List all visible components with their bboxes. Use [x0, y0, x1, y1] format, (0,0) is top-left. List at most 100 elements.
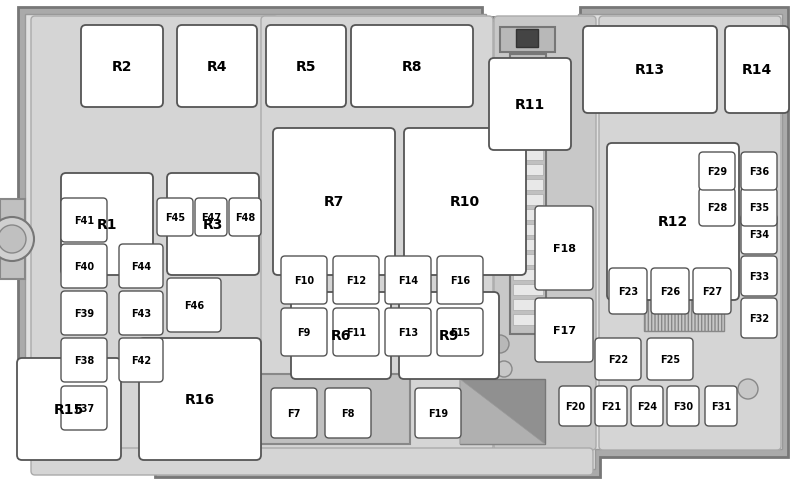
Circle shape: [0, 226, 26, 254]
Bar: [513, 210, 543, 221]
Text: F19: F19: [428, 408, 448, 418]
Bar: [513, 150, 543, 161]
FancyBboxPatch shape: [741, 189, 777, 227]
FancyBboxPatch shape: [31, 17, 278, 450]
FancyBboxPatch shape: [494, 17, 596, 450]
Text: F39: F39: [74, 308, 94, 318]
FancyBboxPatch shape: [705, 386, 737, 426]
FancyBboxPatch shape: [61, 338, 107, 382]
Text: F42: F42: [131, 355, 151, 365]
Bar: [513, 120, 543, 131]
Bar: [513, 314, 543, 325]
Text: F36: F36: [749, 166, 769, 177]
Text: F12: F12: [346, 275, 366, 286]
Text: R4: R4: [206, 60, 227, 74]
Bar: [513, 180, 543, 191]
FancyBboxPatch shape: [61, 386, 107, 430]
Text: F48: F48: [235, 212, 255, 223]
FancyBboxPatch shape: [261, 17, 493, 450]
Text: F31: F31: [711, 401, 731, 411]
Text: R6: R6: [331, 329, 351, 343]
Text: F28: F28: [707, 203, 727, 212]
Text: F34: F34: [749, 229, 769, 240]
FancyBboxPatch shape: [631, 386, 663, 426]
FancyBboxPatch shape: [157, 198, 193, 237]
Text: F40: F40: [74, 261, 94, 272]
Text: F23: F23: [618, 287, 638, 296]
FancyBboxPatch shape: [651, 269, 689, 314]
FancyBboxPatch shape: [167, 278, 221, 333]
Text: F47: F47: [201, 212, 221, 223]
FancyBboxPatch shape: [404, 129, 526, 275]
FancyBboxPatch shape: [489, 59, 571, 151]
FancyBboxPatch shape: [559, 386, 591, 426]
FancyBboxPatch shape: [273, 129, 395, 275]
Bar: [516, 30, 538, 48]
Text: F24: F24: [637, 401, 657, 411]
Text: F44: F44: [131, 261, 151, 272]
FancyBboxPatch shape: [385, 257, 431, 304]
Text: F38: F38: [74, 355, 94, 365]
Bar: [513, 285, 543, 295]
Circle shape: [491, 171, 509, 189]
Bar: [513, 165, 543, 176]
Text: R15: R15: [54, 402, 84, 416]
FancyBboxPatch shape: [741, 298, 777, 338]
FancyBboxPatch shape: [725, 27, 789, 114]
FancyBboxPatch shape: [699, 189, 735, 227]
Text: F26: F26: [660, 287, 680, 296]
Text: R5: R5: [296, 60, 316, 74]
Text: F20: F20: [565, 401, 585, 411]
Text: R16: R16: [185, 392, 215, 406]
FancyBboxPatch shape: [61, 198, 107, 242]
FancyBboxPatch shape: [61, 244, 107, 288]
FancyBboxPatch shape: [177, 26, 257, 108]
Text: F35: F35: [749, 203, 769, 212]
FancyBboxPatch shape: [119, 244, 163, 288]
Text: R3: R3: [203, 217, 223, 231]
Text: F10: F10: [294, 275, 314, 286]
Bar: [513, 105, 543, 116]
Text: F18: F18: [553, 243, 575, 254]
Text: F14: F14: [398, 275, 418, 286]
Text: F16: F16: [450, 275, 470, 286]
Bar: [513, 135, 543, 146]
FancyBboxPatch shape: [607, 144, 739, 301]
Text: R7: R7: [324, 195, 344, 209]
FancyBboxPatch shape: [333, 308, 379, 356]
FancyBboxPatch shape: [415, 388, 461, 438]
Text: F13: F13: [398, 327, 418, 337]
FancyBboxPatch shape: [281, 308, 327, 356]
Polygon shape: [18, 8, 788, 477]
Bar: [513, 225, 543, 236]
FancyBboxPatch shape: [693, 269, 731, 314]
Text: F11: F11: [346, 327, 366, 337]
FancyBboxPatch shape: [741, 214, 777, 255]
Polygon shape: [25, 15, 782, 469]
Bar: [513, 90, 543, 101]
FancyBboxPatch shape: [385, 308, 431, 356]
FancyBboxPatch shape: [583, 27, 717, 114]
Bar: [513, 240, 543, 251]
FancyBboxPatch shape: [535, 298, 593, 362]
FancyBboxPatch shape: [119, 291, 163, 335]
FancyBboxPatch shape: [281, 257, 327, 304]
Text: F27: F27: [702, 287, 722, 296]
FancyBboxPatch shape: [119, 338, 163, 382]
FancyBboxPatch shape: [229, 198, 261, 237]
FancyBboxPatch shape: [741, 152, 777, 191]
FancyBboxPatch shape: [595, 386, 627, 426]
FancyBboxPatch shape: [351, 26, 473, 108]
FancyBboxPatch shape: [17, 358, 121, 460]
FancyBboxPatch shape: [167, 174, 259, 275]
Text: F17: F17: [553, 325, 575, 335]
FancyBboxPatch shape: [81, 26, 163, 108]
FancyBboxPatch shape: [31, 448, 593, 475]
Text: F43: F43: [131, 308, 151, 318]
Circle shape: [491, 335, 509, 353]
Text: R8: R8: [402, 60, 422, 74]
FancyBboxPatch shape: [139, 338, 261, 460]
Bar: [644, 272, 724, 332]
Text: R13: R13: [635, 63, 665, 77]
Bar: [513, 60, 543, 71]
